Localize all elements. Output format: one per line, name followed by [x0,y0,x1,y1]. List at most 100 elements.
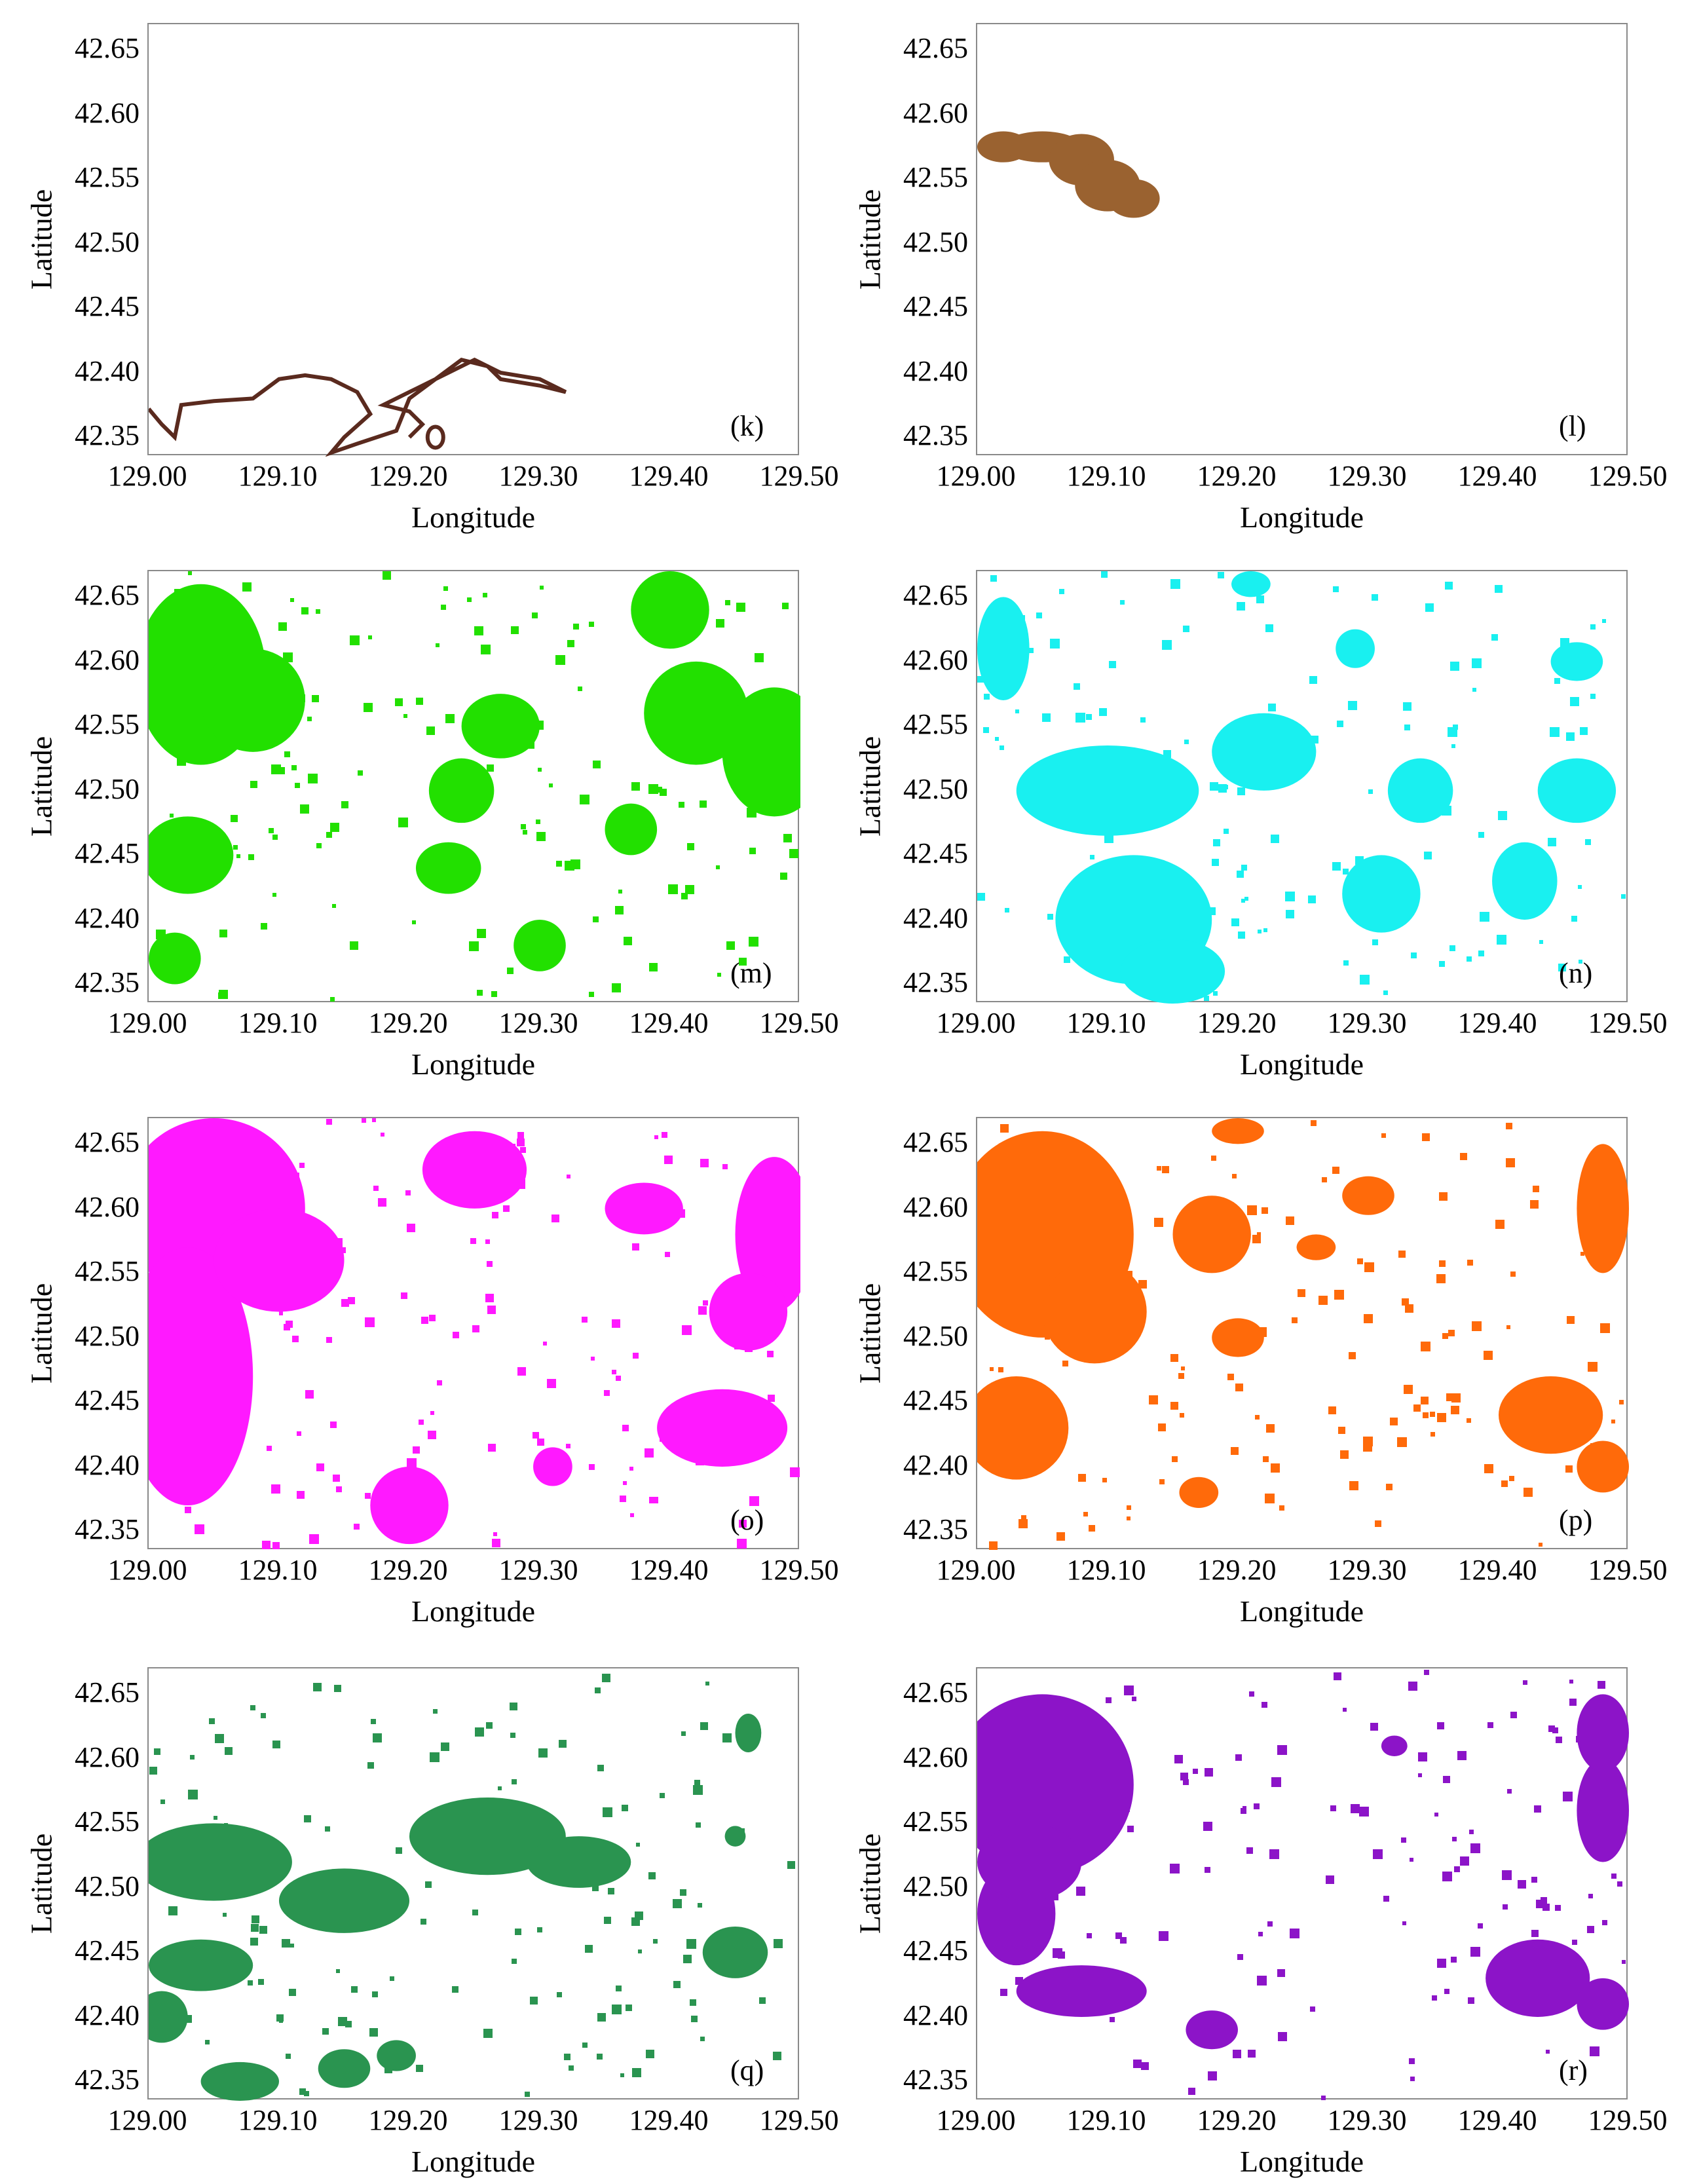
region-pixel [1208,907,1216,915]
region-blob [977,597,1030,701]
region-pixel [1478,951,1484,956]
region-pixel [989,1541,998,1550]
region-pixel [984,694,990,700]
region-pixel [209,1718,215,1724]
region-pixel [271,1484,280,1494]
region-pixel [498,1786,502,1790]
region-pixel [1617,1881,1622,1887]
region-pixel [271,764,281,774]
region-fill [977,1118,1629,1550]
region-pixel [1585,839,1591,845]
region-pixel [1015,1977,1023,1985]
region-pixel [1357,1258,1363,1264]
region-pixel [1351,1804,1360,1813]
region-pixel [262,1541,271,1549]
region-pixel [1598,1681,1605,1689]
region-pixel [284,751,290,757]
region-pixel [1109,661,1116,668]
region-pixel [348,1297,355,1304]
region-pixel [492,1539,500,1547]
region-pixel [1277,1745,1287,1755]
region-pixel [716,865,720,869]
region-pixel [992,1192,998,1198]
y-tick-label: 42.35 [903,966,968,999]
region-pixel [1047,1844,1053,1850]
x-tick-label: 129.50 [759,1007,839,1039]
region-pixel [783,834,792,842]
region-pixel [1265,624,1273,632]
region-pixel [1413,1404,1421,1412]
x-tick-label: 129.10 [1066,1554,1146,1586]
region-pixel [316,843,322,848]
region-pixel [333,1238,343,1248]
region-pixel [996,1155,1001,1159]
region-pixel [1124,1685,1134,1695]
region-blob [1336,629,1375,668]
region-pixel [673,1981,681,1988]
y-axis-label: Latitude [24,1283,58,1384]
region-blob [1108,179,1160,218]
region-pixel [1567,1316,1575,1324]
region-pixel [289,1989,296,1996]
region-pixel [1398,1251,1406,1258]
region-pixel [1006,1803,1011,1808]
region-pixel [441,605,446,610]
region-pixel [616,1986,622,1991]
region-pixel [631,782,640,791]
region-blob [1212,1318,1264,1357]
region-pixel [1237,787,1245,795]
region-pixel [372,1991,378,1997]
region-pixel [556,861,562,867]
region-fill [977,1670,1629,2100]
region-pixel [350,941,358,950]
region-pixel [1424,852,1432,859]
region-pixel [1430,1432,1435,1437]
region-pixel [1588,1362,1598,1372]
region-pixel [168,1906,178,1915]
region-pixel [1127,1505,1131,1510]
y-tick-label: 42.40 [903,901,968,934]
x-tick-label: 129.30 [1327,460,1407,492]
x-tick-label: 129.20 [1197,2104,1277,2136]
region-pixel [1241,865,1247,871]
region-pixel [526,740,534,749]
region-pixel [730,710,735,715]
region-pixel [1048,1160,1052,1164]
map-layer-q [149,1674,795,2101]
region-pixel [782,603,789,609]
region-pixel [1154,1218,1163,1227]
plot-area-o [147,1117,800,1549]
region-pixel [1241,1808,1246,1814]
region-pixel [1422,1133,1430,1141]
region-pixel [520,1147,526,1153]
x-tick-label: 129.30 [1327,2104,1407,2136]
region-pixel [1590,694,1596,699]
region-pixel [479,795,487,803]
region-pixel [338,2017,347,2026]
region-pixel [486,1722,493,1729]
y-tick-label: 42.65 [903,1676,968,1709]
region-pixel [517,1805,525,1813]
region-pixel [483,2029,493,2038]
region-pixel [1510,1712,1517,1718]
region-pixel [1257,1232,1261,1236]
y-tick-label: 42.55 [903,708,968,741]
region-pixel [1178,1373,1184,1379]
x-tick-label: 129.00 [936,460,1016,492]
region-pixel [286,2054,291,2059]
region-pixel [668,884,678,894]
region-pixel [236,1154,244,1161]
region-pixel [555,655,565,665]
y-tick-label: 42.40 [903,354,968,387]
region-pixel [700,1159,709,1167]
region-pixel [1572,1940,1577,1945]
y-tick-label: 42.65 [75,1126,140,1159]
region-pixel [195,1524,204,1534]
region-pixel [238,1845,246,1853]
y-tick-label: 42.55 [75,1805,140,1838]
region-pixel [1430,1412,1435,1417]
region-pixel [1238,932,1245,939]
region-pixel [534,721,544,730]
region-pixel [1410,1858,1413,1862]
y-tick-label: 42.40 [75,354,140,387]
